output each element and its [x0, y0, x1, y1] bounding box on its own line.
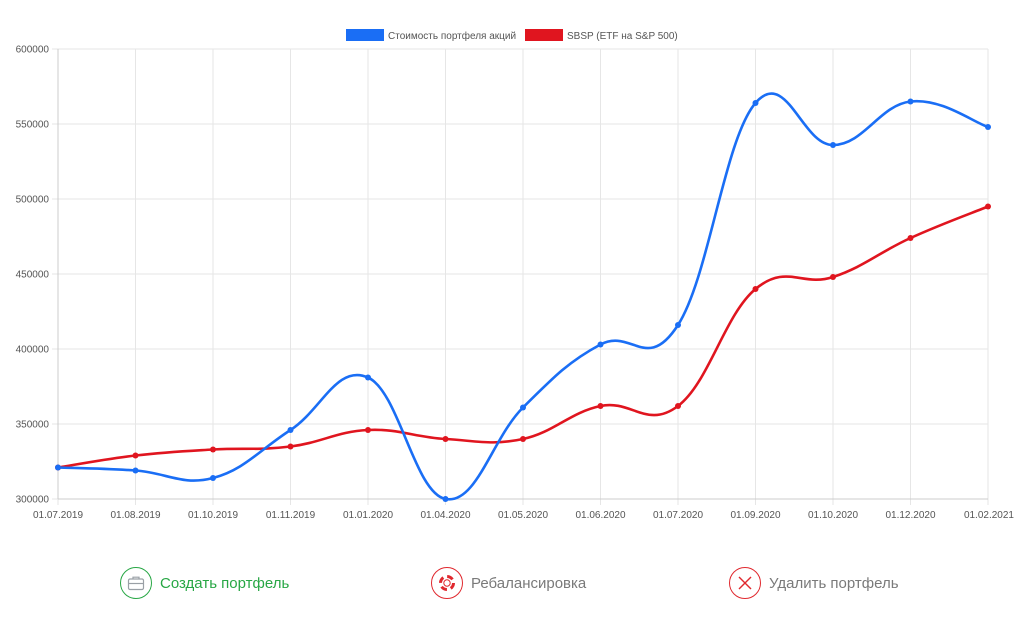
create-portfolio-label: Создать портфель	[160, 574, 290, 592]
data-point[interactable]	[442, 436, 449, 442]
legend-label[interactable]: SBSP (ETF на S&P 500)	[567, 31, 678, 42]
x-tick-label: 01.05.2020	[498, 510, 548, 521]
legend-swatch[interactable]	[346, 29, 384, 41]
series-line	[56, 92, 990, 501]
y-tick-label: 400000	[16, 345, 50, 356]
data-point[interactable]	[520, 404, 526, 411]
chart-grid	[52, 48, 989, 505]
data-point[interactable]	[830, 142, 836, 148]
x-axis: 01.07.2019 01.08.2019 01.10.2019 01.11.2019…	[33, 510, 1014, 521]
chart-legend: Стоимость портфеля акций SBSP (ETF на S&P…	[346, 29, 678, 42]
chart-points	[55, 98, 991, 502]
create-portfolio-button[interactable]: Создать портфель	[120, 565, 289, 601]
x-tick-label: 01.10.2019	[188, 510, 238, 521]
data-point[interactable]	[907, 235, 914, 241]
data-point[interactable]	[752, 286, 759, 292]
rebalance-button[interactable]: Ребалансировка	[431, 565, 586, 601]
y-tick-label: 500000	[16, 195, 50, 206]
data-point[interactable]	[365, 427, 371, 433]
legend-swatch[interactable]	[525, 29, 563, 41]
line-chart: Стоимость портфеля акций SBSP (ETF на S&P…	[16, 29, 1014, 521]
rebalance-label: Ребалансировка	[471, 574, 587, 592]
delete-portfolio-label: Удалить портфель	[769, 574, 899, 592]
data-point[interactable]	[132, 452, 139, 459]
x-tick-label: 01.06.2020	[575, 510, 625, 521]
data-point[interactable]	[287, 427, 294, 433]
y-tick-label: 450000	[16, 270, 50, 281]
close-icon	[729, 567, 761, 599]
x-tick-label: 01.09.2020	[730, 510, 780, 521]
data-point[interactable]	[907, 98, 914, 105]
y-tick-label: 350000	[16, 420, 50, 431]
data-point[interactable]	[55, 464, 61, 471]
x-tick-label: 01.12.2020	[885, 510, 935, 521]
data-point[interactable]	[365, 374, 371, 381]
x-tick-label: 01.01.2020	[343, 510, 393, 521]
data-point[interactable]	[210, 475, 216, 481]
data-point[interactable]	[442, 496, 449, 502]
data-point[interactable]	[675, 403, 681, 409]
x-tick-label: 01.07.2019	[33, 510, 83, 521]
x-tick-label: 01.07.2020	[653, 510, 703, 521]
lifebuoy-icon	[431, 567, 463, 599]
data-point[interactable]	[830, 274, 836, 280]
legend-label[interactable]: Стоимость портфеля акций	[388, 30, 516, 42]
x-tick-label: 01.08.2019	[110, 510, 160, 521]
data-point[interactable]	[210, 446, 216, 453]
data-point[interactable]	[675, 322, 681, 328]
portfolio-actions: Создать портфель Ребалансировка Удалить …	[0, 565, 1024, 605]
x-tick-label: 01.04.2020	[420, 510, 470, 521]
data-point[interactable]	[985, 203, 991, 210]
y-axis: 300000 350000 400000 450000 500000 550000 6000…	[16, 45, 50, 506]
x-tick-label: 01.11.2019	[266, 510, 316, 521]
y-tick-label: 550000	[16, 120, 50, 131]
data-point[interactable]	[597, 341, 604, 348]
data-point[interactable]	[752, 100, 759, 106]
data-point[interactable]	[985, 124, 991, 130]
data-point[interactable]	[520, 436, 526, 442]
data-point[interactable]	[287, 443, 294, 450]
briefcase-icon	[120, 567, 152, 599]
delete-portfolio-button[interactable]: Удалить портфель	[729, 565, 899, 601]
data-point[interactable]	[132, 467, 139, 474]
y-tick-label: 600000	[16, 45, 50, 56]
x-tick-label: 01.10.2020	[808, 510, 858, 521]
x-tick-label: 01.02.2021	[964, 510, 1014, 521]
y-tick-label: 300000	[16, 495, 50, 506]
data-point[interactable]	[597, 403, 604, 409]
